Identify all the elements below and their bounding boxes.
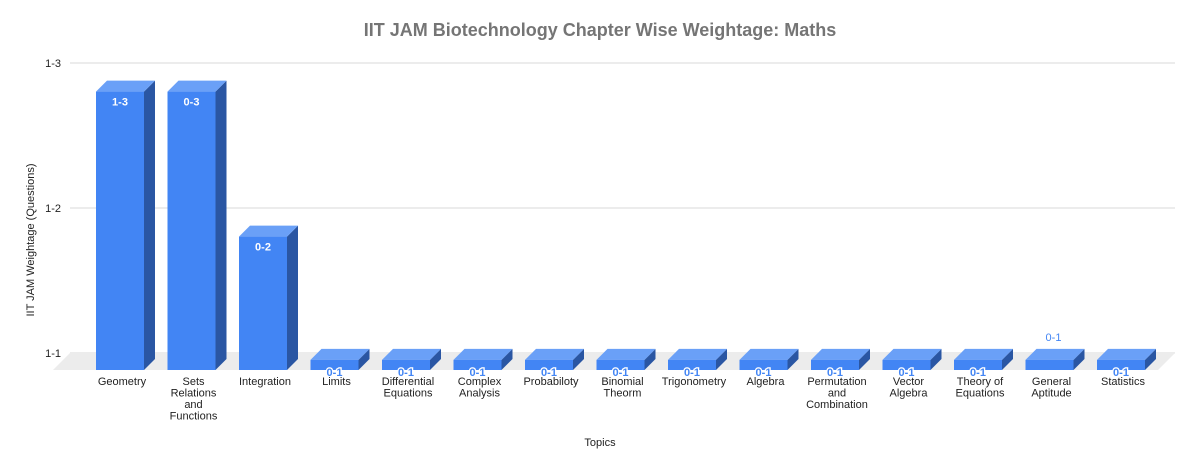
bar-side	[430, 348, 441, 370]
bar-side	[787, 348, 799, 370]
bar-top	[668, 348, 727, 360]
bar-side	[644, 348, 656, 370]
bar-side	[144, 80, 155, 370]
bar-side	[573, 348, 584, 370]
bar-side	[215, 80, 227, 370]
x-tick-label: Differential Equations	[382, 376, 434, 400]
bar[interactable]: 0-1	[1025, 332, 1085, 370]
x-tick-label: Statistics	[1101, 376, 1146, 388]
bar[interactable]: 0-1	[739, 348, 799, 380]
bar-front	[239, 236, 287, 370]
x-tick-label: Geometry	[98, 376, 147, 388]
bar-top	[382, 348, 441, 360]
bar-side	[287, 225, 298, 370]
bar-top	[811, 348, 870, 360]
data-label: 0-1	[541, 367, 557, 379]
x-tick-label: Limits	[322, 376, 351, 388]
data-label: 1-3	[112, 97, 128, 109]
data-label: 0-1	[1113, 367, 1129, 379]
y-tick-label: 1-1	[45, 348, 61, 360]
bar-side	[859, 348, 870, 370]
data-label: 0-1	[613, 367, 629, 379]
x-axis-title: Topics	[584, 437, 616, 449]
x-tick-label: Complex Analysis	[458, 376, 502, 400]
data-label: 0-1	[470, 367, 486, 379]
bar[interactable]: 1-3	[96, 80, 155, 370]
bar-front	[453, 359, 502, 370]
x-tick-label: Algebra	[747, 376, 786, 388]
bar-front	[811, 359, 859, 370]
x-tick-label: Theory of Equations	[956, 376, 1005, 400]
bar-top	[96, 80, 155, 92]
bar-top	[1097, 348, 1156, 360]
chart-title: IIT JAM Biotechnology Chapter Wise Weigh…	[363, 20, 837, 40]
x-tick-label: Binomial Theorm	[601, 376, 643, 400]
bar-front	[596, 359, 645, 370]
bar-side	[930, 348, 942, 370]
x-tick-label: Sets Relations and Functions	[170, 376, 218, 423]
bar[interactable]: 0-1	[525, 348, 584, 380]
bar[interactable]: 0-1	[596, 348, 656, 380]
x-tick-label: Integration	[239, 376, 291, 388]
bar-top	[596, 348, 656, 360]
bar[interactable]: 0-1	[811, 348, 870, 380]
bar-top	[882, 348, 942, 360]
data-label: 0-1	[756, 367, 772, 379]
data-label: 0-2	[255, 242, 271, 254]
data-label: 0-1	[970, 367, 986, 379]
x-tick-label: Vector Algebra	[890, 376, 929, 400]
bar-front	[668, 359, 716, 370]
x-tick-label: Probabiloty	[523, 376, 579, 388]
bar[interactable]: 0-2	[239, 225, 298, 370]
bar[interactable]: 0-1	[382, 348, 441, 380]
data-label: 0-3	[184, 97, 200, 109]
bar[interactable]: 0-1	[310, 348, 370, 380]
y-axis-title: IIT JAM Weightage (Questions)	[25, 163, 37, 317]
bar-front	[739, 359, 788, 370]
bar-side	[1073, 348, 1085, 370]
x-tick-label: General Aptitude	[1031, 376, 1071, 400]
bar-top	[954, 348, 1013, 360]
data-label: 0-1	[398, 367, 414, 379]
bar[interactable]: 0-1	[668, 348, 727, 380]
bar[interactable]: 0-1	[453, 348, 513, 380]
bar-top	[310, 348, 370, 360]
x-tick-label: Trigonometry	[662, 376, 727, 388]
bar-top	[739, 348, 799, 360]
bar-front	[96, 91, 144, 370]
bar[interactable]: 0-1	[882, 348, 942, 380]
bar-front	[382, 359, 430, 370]
bar-front	[882, 359, 931, 370]
bar[interactable]: 0-3	[167, 80, 227, 370]
data-label: 0-1	[327, 367, 343, 379]
bar-top	[239, 225, 298, 237]
bar-side	[716, 348, 727, 370]
bar-side	[501, 348, 513, 370]
bar-side	[1145, 348, 1156, 370]
y-tick-label: 1-3	[45, 58, 61, 70]
data-label: 0-1	[827, 367, 843, 379]
bar-top	[167, 80, 227, 92]
bar-top	[525, 348, 584, 360]
bar[interactable]: 0-1	[954, 348, 1013, 380]
bar-top	[453, 348, 513, 360]
bar-front	[310, 359, 359, 370]
y-tick-label: 1-2	[45, 203, 61, 215]
bar-side	[358, 348, 370, 370]
bar[interactable]: 0-1	[1097, 348, 1156, 380]
data-label: 0-1	[684, 367, 700, 379]
bar-top	[1025, 348, 1085, 360]
bar-front	[525, 359, 573, 370]
bar-side	[1002, 348, 1013, 370]
data-label: 0-1	[899, 367, 915, 379]
bar-front	[1025, 359, 1074, 370]
bar-front	[1097, 359, 1145, 370]
x-tick-label: Permutation and Combination	[806, 376, 868, 411]
bar-front	[167, 91, 216, 370]
data-label: 0-1	[1046, 332, 1062, 344]
bar-front	[954, 359, 1002, 370]
